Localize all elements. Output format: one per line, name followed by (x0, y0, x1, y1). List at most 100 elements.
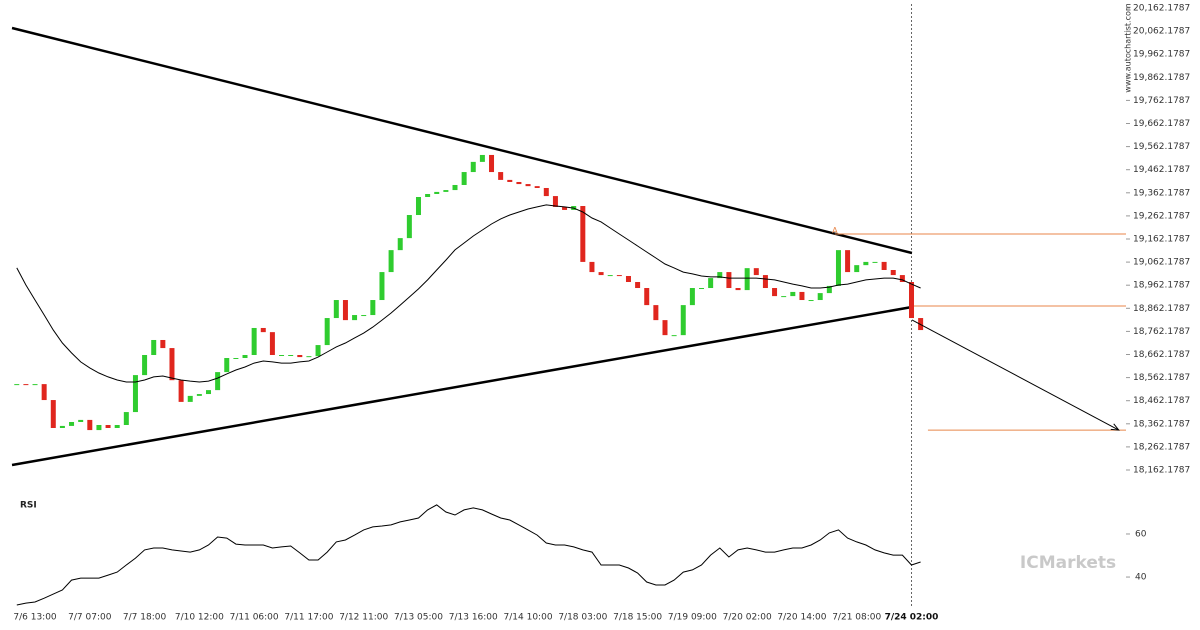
y-tick-label: 20,062.1787 (1133, 27, 1190, 37)
candle (826, 285, 832, 294)
rsi-tick-label: 40 (1135, 573, 1147, 583)
candle (516, 181, 522, 185)
candle (498, 172, 504, 180)
candle (333, 300, 339, 319)
x-tick-label: 7/21 08:00 (832, 613, 881, 623)
candle (817, 293, 823, 301)
candle (224, 358, 230, 373)
candle (205, 390, 211, 395)
candle (151, 339, 157, 356)
x-tick-label: 7/13 16:00 (449, 613, 498, 623)
candle (899, 275, 905, 283)
candle (708, 278, 714, 289)
candle (324, 318, 330, 346)
candle (644, 288, 650, 306)
x-tick-label: 7/20 02:00 (723, 613, 772, 623)
x-tick-label: 7/18 03:00 (558, 613, 607, 623)
y-tick-label: 18,662.1787 (1133, 350, 1190, 360)
y-tick-label: 20,162.1787 (1133, 3, 1190, 13)
arrow-head (1110, 423, 1120, 431)
y-tick-label: 19,462.1787 (1133, 165, 1190, 175)
candle (562, 206, 568, 210)
candle (132, 375, 138, 413)
rsi-tick-label: 60 (1135, 529, 1147, 539)
candle (279, 355, 285, 357)
candle (105, 424, 111, 428)
candle (863, 261, 869, 266)
candle (772, 288, 778, 297)
candle (854, 265, 860, 273)
rsi-line (16, 504, 921, 606)
candle (50, 400, 56, 428)
x-tick-label: 7/12 11:00 (339, 613, 388, 623)
candle (781, 296, 787, 298)
candle (388, 250, 394, 273)
candle (178, 380, 184, 402)
y-tick-label: 18,562.1787 (1133, 373, 1190, 383)
forecast-arrow (911, 319, 1119, 431)
candle (78, 419, 84, 422)
candle (790, 291, 796, 297)
candle (397, 238, 403, 251)
candle (406, 215, 412, 239)
x-tick-label: 7/11 06:00 (230, 613, 279, 623)
candle (434, 191, 440, 194)
candle (507, 179, 513, 182)
candle (443, 190, 449, 192)
candle (41, 384, 47, 401)
candle (680, 305, 686, 336)
x-tick-label: 7/18 15:00 (613, 613, 662, 623)
candle (23, 384, 29, 386)
candle (196, 394, 202, 396)
y-tick-label: 18,462.1787 (1133, 396, 1190, 406)
candle (717, 272, 723, 279)
candle (142, 355, 148, 376)
x-tick-label: 7/11 17:00 (284, 613, 333, 623)
y-tick-label: 18,162.1787 (1133, 466, 1190, 476)
candle (87, 419, 93, 431)
y-tick-label: 18,962.1787 (1133, 281, 1190, 291)
y-tick-label: 18,362.1787 (1133, 419, 1190, 429)
candle (808, 300, 814, 302)
candle (845, 250, 851, 273)
candle (233, 358, 239, 360)
candle (699, 288, 705, 290)
x-tick-label: 7/14 10:00 (504, 613, 553, 623)
candle (123, 412, 129, 425)
y-tick-label: 18,862.1787 (1133, 304, 1190, 314)
candle (881, 261, 887, 270)
candle (890, 269, 896, 276)
x-tick-label: 7/24 02:00 (885, 613, 939, 623)
candle (306, 356, 312, 358)
y-tick-label: 19,262.1787 (1133, 211, 1190, 221)
candle (370, 300, 376, 316)
y-tick-label: 19,962.1787 (1133, 50, 1190, 60)
candle (662, 320, 668, 336)
x-tick-label: 7/7 07:00 (68, 613, 112, 623)
point-label: A (832, 226, 838, 235)
candle (425, 193, 431, 197)
candle (269, 332, 275, 356)
candle (872, 261, 878, 263)
candle (315, 345, 321, 357)
candle (470, 161, 476, 173)
moving-average (16, 204, 921, 383)
candle (59, 425, 65, 428)
y-tick-label: 19,162.1787 (1133, 234, 1190, 244)
candle (635, 282, 641, 289)
candle (342, 300, 348, 321)
candle (543, 187, 549, 197)
candle (69, 421, 75, 426)
candle (580, 206, 586, 262)
candle (114, 424, 120, 428)
watermark: ICMarkets (1020, 553, 1116, 573)
candle (215, 372, 221, 391)
candle (479, 154, 485, 162)
candle (607, 275, 613, 277)
y-tick-label: 18,762.1787 (1133, 327, 1190, 337)
candle (361, 315, 367, 317)
y-tick-label: 18,262.1787 (1133, 442, 1190, 452)
candle (32, 384, 38, 386)
x-tick-label: 7/7 18:00 (123, 613, 167, 623)
